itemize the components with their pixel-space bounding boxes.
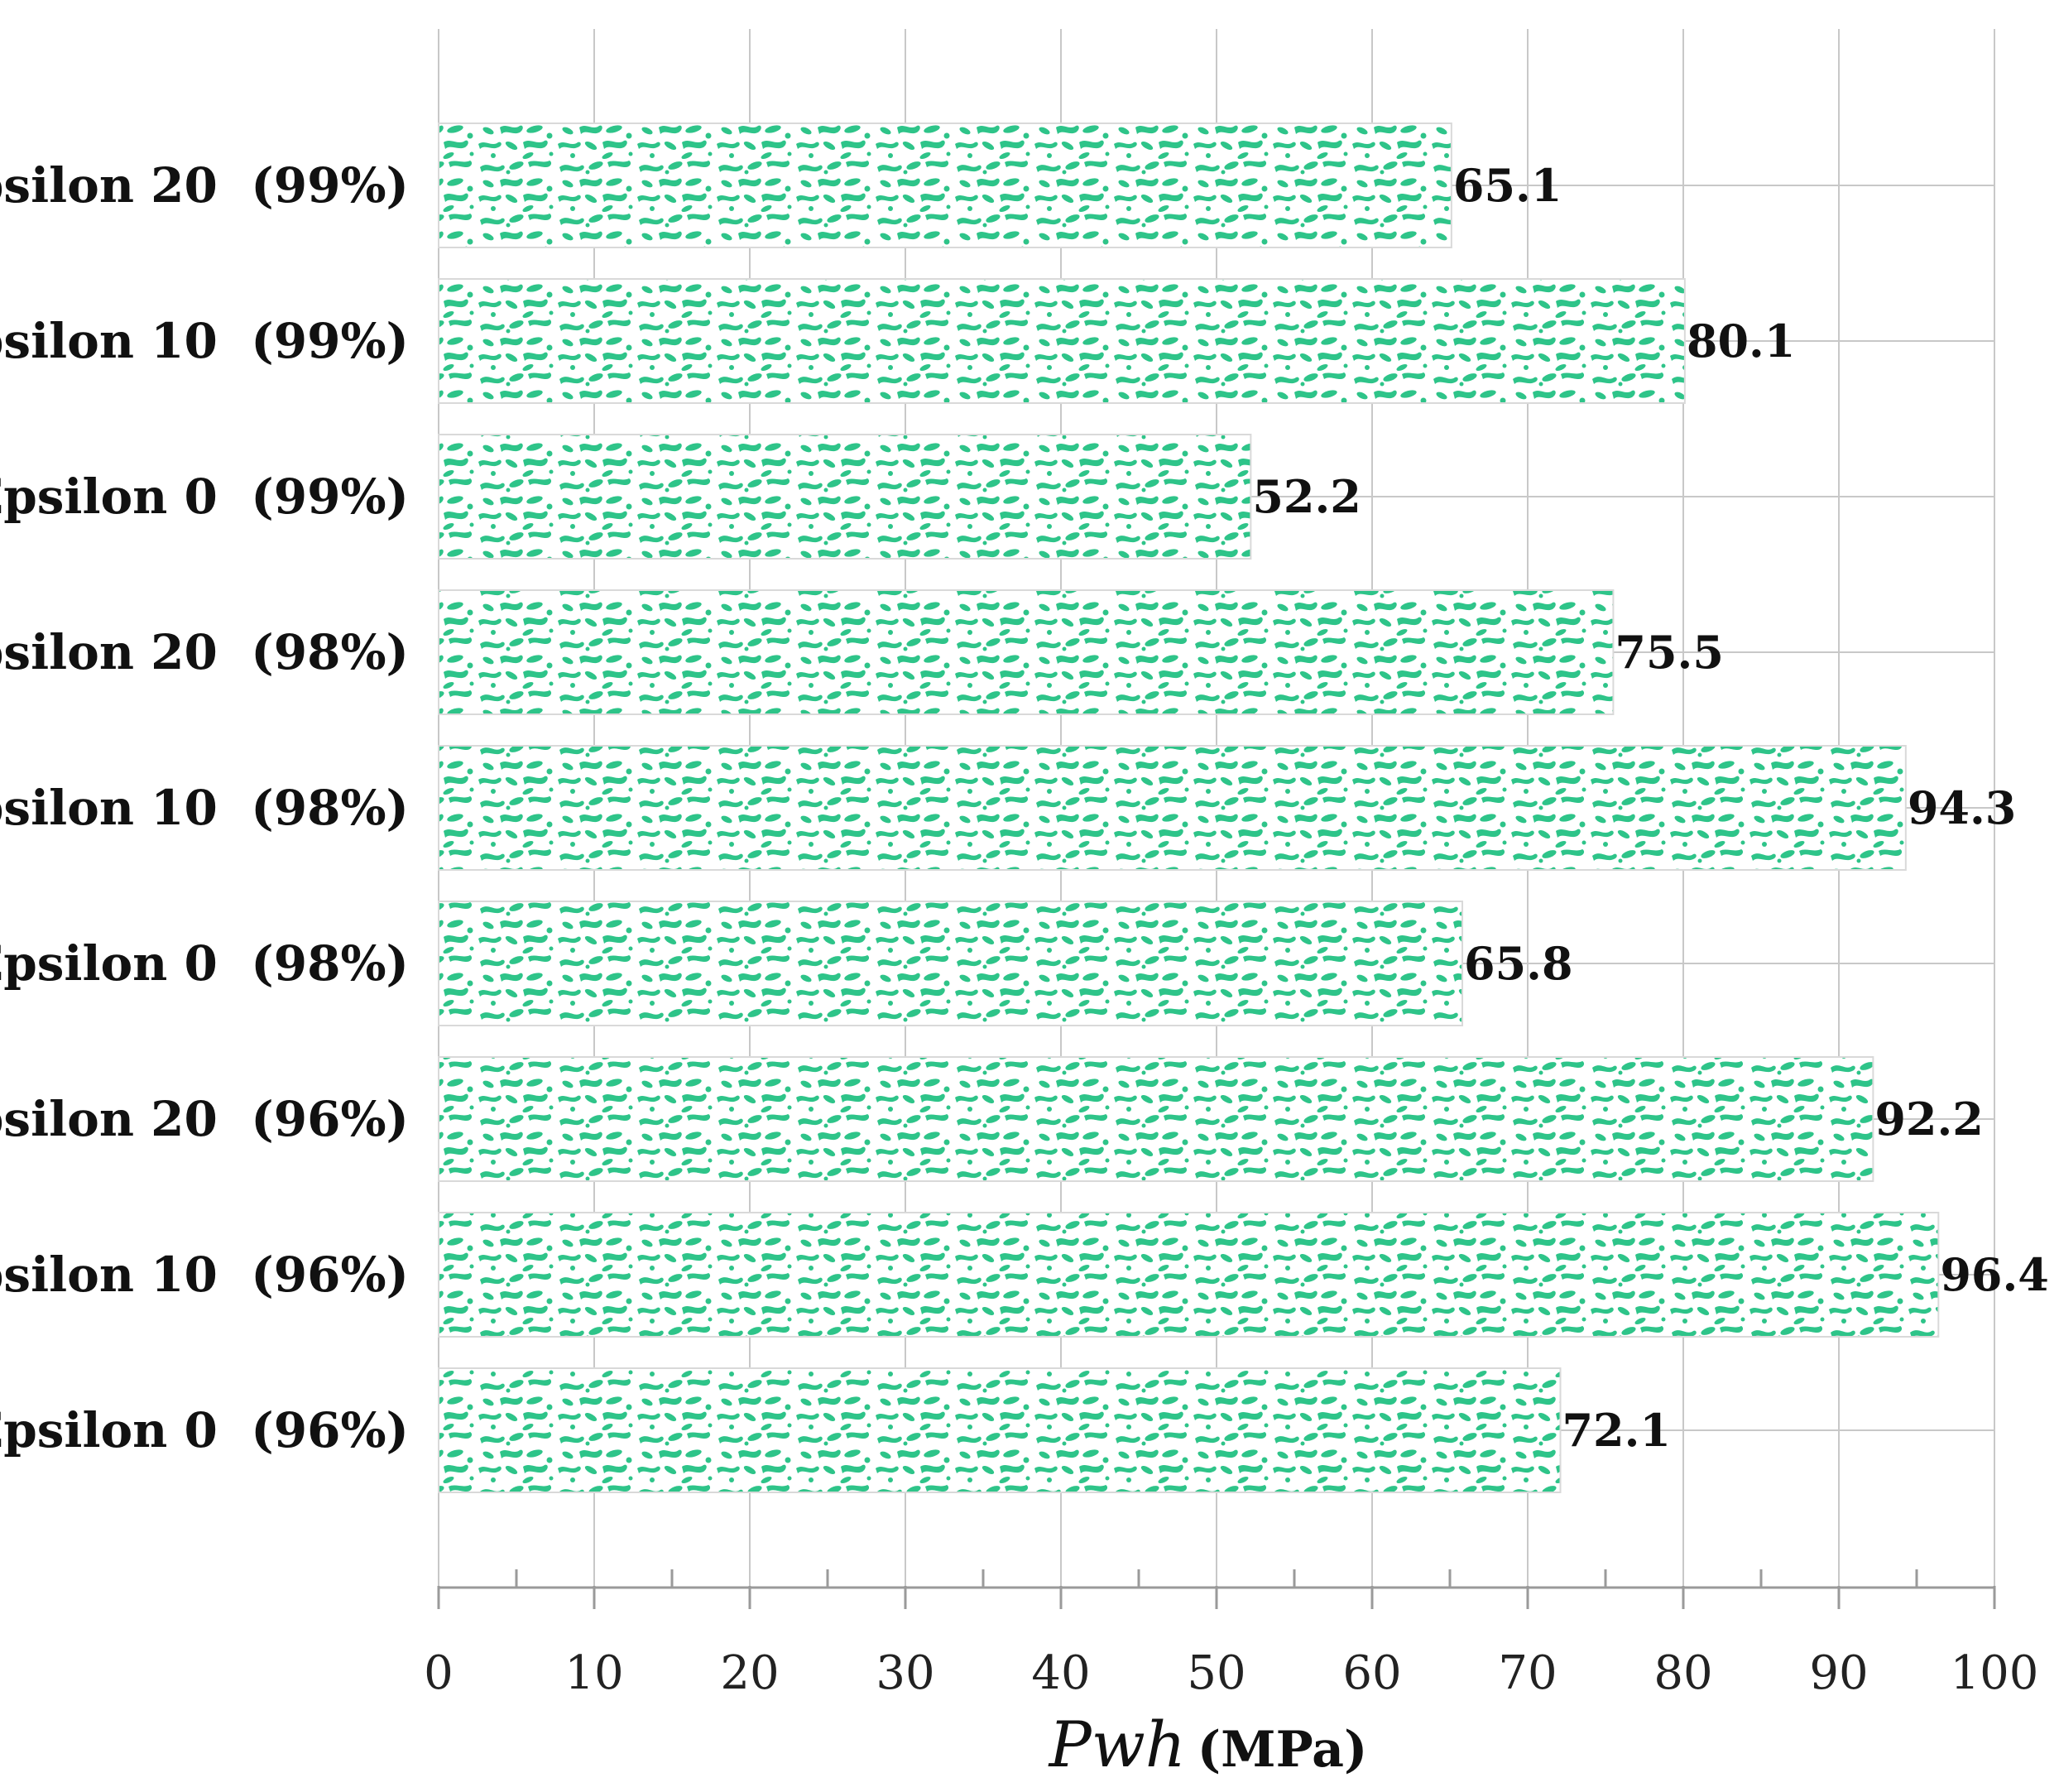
x-tick-label: 50 (1187, 1646, 1245, 1700)
x-tick-label: 30 (876, 1646, 934, 1700)
category-label: Epsilon 20 (96%) (0, 1091, 409, 1147)
x-tick-label: 80 (1653, 1646, 1712, 1700)
category-label: Epsilon 0 (99%) (0, 468, 409, 525)
bar (438, 278, 1686, 404)
data-label: 52.2 (1252, 470, 1361, 523)
x-tick-label: 100 (1951, 1646, 2039, 1700)
bar (438, 589, 1615, 715)
x-tick-label: 20 (720, 1646, 779, 1700)
data-label: 80.1 (1687, 315, 1796, 368)
x-tick-label: 10 (564, 1646, 623, 1700)
data-label: 65.1 (1453, 159, 1562, 212)
x-tick-label: 0 (424, 1646, 454, 1700)
data-label: 65.8 (1464, 937, 1573, 990)
bar (438, 1056, 1874, 1182)
x-tick-label: 70 (1498, 1646, 1557, 1700)
x-tick-label: 90 (1809, 1646, 1868, 1700)
x-axis-ticks: 0 10 20 30 40 50 60 70 80 90 100 (424, 1569, 2038, 1700)
x-axis-title: Pwh (MPa) (1048, 1708, 1368, 1781)
bar (438, 745, 1907, 871)
category-labels: Epsilon 20 (99%) Epsilon 10 (99%) Epsilon … (0, 157, 409, 1458)
category-label: Epsilon 10 (99%) (0, 313, 409, 369)
data-label: 72.1 (1562, 1404, 1671, 1457)
bar (438, 123, 1452, 248)
data-label: 96.4 (1940, 1248, 2049, 1301)
bars-group (438, 123, 1940, 1493)
bar (438, 1367, 1562, 1493)
bar (438, 1212, 1940, 1338)
category-label: Epsilon 10 (98%) (0, 780, 409, 836)
x-tick-label: 60 (1342, 1646, 1401, 1700)
bar (438, 434, 1252, 560)
data-label: 94.3 (1908, 781, 2017, 834)
x-tick-label: 40 (1031, 1646, 1090, 1700)
category-label: Epsilon 0 (98%) (0, 935, 409, 992)
category-label: Epsilon 20 (98%) (0, 624, 409, 680)
x-axis-title-unit: (MPa) (1197, 1721, 1368, 1779)
category-label: Epsilon 0 (96%) (0, 1402, 409, 1458)
x-axis-title-variable: Pwh (1048, 1708, 1186, 1781)
bar (438, 901, 1464, 1026)
data-label: 92.2 (1874, 1093, 1984, 1146)
value-labels: 65.1 80.1 52.2 75.5 94.3 65.8 92.2 96.4 72.1 (1252, 159, 2048, 1457)
category-label: Epsilon 20 (99%) (0, 157, 409, 214)
data-label: 75.5 (1615, 626, 1724, 679)
category-label: Epsilon 10 (96%) (0, 1247, 409, 1303)
